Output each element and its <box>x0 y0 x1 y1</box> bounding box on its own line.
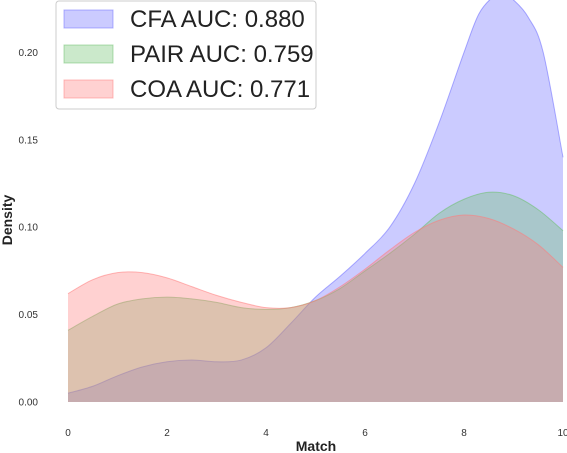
density-area-0 <box>68 0 563 402</box>
series-layer <box>67 0 564 402</box>
legend-frame <box>55 0 317 110</box>
x-tick-labels: 0 2 4 6 8 10 <box>65 428 567 439</box>
legend-label-2: COA AUC: 0.771 <box>130 76 310 103</box>
x-axis-title: Match <box>296 438 336 453</box>
legend: CFA AUC: 0.880 PAIR AUC: 0.759 COA AUC: 0.… <box>55 0 317 110</box>
y-axis-title: Density <box>0 195 15 246</box>
x-tick-label: 2 <box>164 428 170 439</box>
legend-swatch-1 <box>63 44 114 64</box>
x-tick-label: 4 <box>263 428 269 439</box>
y-tick-labels: 0.00 0.05 0.10 0.15 0.20 <box>19 48 39 409</box>
y-tick-label: 0.05 <box>19 310 39 321</box>
density-area-1 <box>68 192 563 402</box>
legend-swatch-2 <box>63 79 114 99</box>
x-tick-label: 0 <box>65 428 71 439</box>
density-line-0 <box>67 0 564 394</box>
y-tick-label: 0.10 <box>19 223 39 234</box>
x-tick-label: 6 <box>362 428 368 439</box>
y-tick-label: 0.00 <box>19 398 39 409</box>
legend-label-1: PAIR AUC: 0.759 <box>130 41 314 68</box>
legend-label-0: CFA AUC: 0.880 <box>130 6 305 33</box>
x-tick-label: 10 <box>557 428 567 439</box>
y-tick-label: 0.15 <box>19 135 39 146</box>
legend-items: CFA AUC: 0.880 PAIR AUC: 0.759 COA AUC: 0.… <box>63 6 314 103</box>
legend-swatch-0 <box>63 9 114 29</box>
density-area-2 <box>68 214 563 402</box>
density-line-2 <box>67 214 564 309</box>
x-tick-label: 8 <box>461 428 467 439</box>
y-tick-label: 0.20 <box>19 48 39 59</box>
